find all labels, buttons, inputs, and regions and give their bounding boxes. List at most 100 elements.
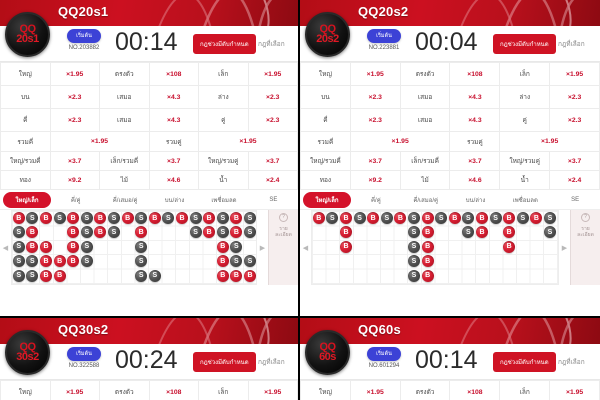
bet-label[interactable]: เล็ก/รวมคี่	[99, 151, 150, 171]
bet-mult[interactable]: ×9.2	[49, 170, 100, 190]
bet-mult[interactable]: ×1.95	[247, 62, 298, 86]
bet-mult[interactable]: ×4.3	[148, 108, 199, 132]
selected-rule-label[interactable]: กฎที่เลือก	[558, 359, 585, 366]
bet-mult[interactable]: ×2.3	[247, 85, 298, 109]
bet-label[interactable]: ตรงตัว	[399, 62, 451, 86]
bet-mult[interactable]: ×1.95	[349, 131, 451, 152]
tab-se[interactable]: SE	[269, 196, 278, 203]
bet-label[interactable]: คี่	[0, 108, 51, 132]
bet-label[interactable]: ใหญ่/รวมคี่	[300, 151, 351, 171]
bet-label[interactable]: ทอง	[300, 170, 351, 190]
bead-road-grid[interactable]: BSBBBSBSBSSSSSBBBBBSBSSBBSBBBSBSSBS	[311, 210, 559, 285]
tab-up-down[interactable]: บน/ล่าง	[164, 197, 185, 204]
bet-mult[interactable]: ×3.7	[549, 151, 600, 171]
bet-mult[interactable]: ×4.3	[148, 85, 199, 109]
bet-mult[interactable]: ×1.95	[49, 380, 100, 400]
bet-label[interactable]: เสมอ	[99, 85, 150, 109]
bet-mult[interactable]: ×2.4	[549, 170, 600, 190]
bet-label[interactable]: ใหญ่	[0, 62, 51, 86]
bet-mult[interactable]: ×1.95	[198, 131, 298, 152]
bet-mult[interactable]: ×3.7	[148, 151, 199, 171]
bet-label[interactable]: ใหญ่	[300, 380, 351, 400]
bet-label[interactable]: เล็ก	[499, 380, 551, 400]
bet-label[interactable]: ตรงตัว	[399, 380, 451, 400]
bet-mult[interactable]: ×2.3	[349, 108, 401, 132]
bet-label[interactable]: ตรงตัว	[99, 380, 150, 400]
bet-mult[interactable]: ×2.3	[49, 85, 100, 109]
bet-label[interactable]: ไม้	[399, 170, 451, 190]
bet-mult[interactable]: ×2.4	[247, 170, 298, 190]
bet-label[interactable]: เล็ก	[499, 62, 551, 86]
bet-label[interactable]: รวมคี่	[0, 131, 51, 152]
bet-mult[interactable]: ×3.7	[49, 151, 100, 171]
bet-mult[interactable]: ×1.95	[247, 380, 298, 400]
bet-label[interactable]: คู่	[198, 108, 249, 132]
bet-mult[interactable]: ×2.3	[349, 85, 401, 109]
bet-label[interactable]: เสมอ	[399, 85, 451, 109]
bet-label[interactable]: รวมคู่	[148, 131, 199, 152]
bet-label[interactable]: ใหญ่	[300, 62, 351, 86]
tab-up-down[interactable]: บน/ล่าง	[465, 197, 486, 204]
bet-mult[interactable]: ×3.7	[247, 151, 298, 171]
scroll-left-icon[interactable]: ◀	[0, 210, 11, 285]
special-rule-button[interactable]: กฎช่วงมีดับกำหนด	[493, 34, 556, 54]
bet-label[interactable]: ทอง	[0, 170, 51, 190]
tab-odd-tie-even[interactable]: คี่/เสมอ/คู่	[413, 197, 439, 204]
bet-mult[interactable]: ×1.95	[549, 62, 600, 86]
bet-mult[interactable]: ×3.7	[449, 151, 501, 171]
bet-label[interactable]: ล่าง	[198, 85, 249, 109]
selected-rule-label[interactable]: กฎที่เลือก	[258, 41, 285, 48]
bet-label[interactable]: เสมอ	[399, 108, 451, 132]
bet-mult[interactable]: ×4.6	[148, 170, 199, 190]
bet-label[interactable]: น้ำ	[198, 170, 249, 190]
detail-side-panel[interactable]: ? ราย ละเอียด	[268, 210, 298, 285]
bet-label[interactable]: เล็ก	[198, 62, 249, 86]
bet-label[interactable]: ใหญ่	[0, 380, 51, 400]
tab-odd-even[interactable]: คี่/คู่	[70, 197, 81, 204]
scroll-left-icon[interactable]: ◀	[300, 210, 311, 285]
bet-label[interactable]: เล็ก/รวมคี่	[399, 151, 451, 171]
bet-mult[interactable]: ×108	[148, 380, 199, 400]
selected-rule-label[interactable]: กฎที่เลือก	[258, 359, 285, 366]
bet-mult[interactable]: ×1.95	[549, 380, 600, 400]
tab-combo[interactable]: เพชื่อมลด	[512, 197, 538, 204]
bet-label[interactable]: รวมคู่	[449, 131, 501, 152]
bet-label[interactable]: ตรงตัว	[99, 62, 150, 86]
bet-mult[interactable]: ×1.95	[499, 131, 600, 152]
bet-mult[interactable]: ×3.7	[349, 151, 401, 171]
bet-label[interactable]: ล่าง	[499, 85, 551, 109]
bet-label[interactable]: ใหญ่/รวมคู่	[499, 151, 551, 171]
bet-mult[interactable]: ×9.2	[349, 170, 401, 190]
bet-mult[interactable]: ×108	[449, 62, 501, 86]
tab-se[interactable]: SE	[571, 196, 580, 203]
bet-label[interactable]: ไม้	[99, 170, 150, 190]
special-rule-button[interactable]: กฎช่วงมีดับกำหนด	[193, 352, 256, 372]
tab-combo[interactable]: เพชื่อมลด	[211, 197, 237, 204]
bet-mult[interactable]: ×1.95	[49, 62, 100, 86]
bet-mult[interactable]: ×1.95	[49, 131, 150, 152]
bet-mult[interactable]: ×2.3	[49, 108, 100, 132]
tab-odd-even[interactable]: คี่/คู่	[371, 197, 381, 204]
bet-mult[interactable]: ×2.3	[549, 108, 600, 132]
bet-mult[interactable]: ×4.3	[449, 108, 501, 132]
bet-label[interactable]: ใหญ่/รวมคู่	[198, 151, 249, 171]
tab-odd-tie-even[interactable]: คี่/เสมอ/คู่	[112, 197, 138, 204]
bet-label[interactable]: คี่	[300, 108, 351, 132]
bet-label[interactable]: คู่	[499, 108, 551, 132]
bet-mult[interactable]: ×4.6	[449, 170, 501, 190]
special-rule-button[interactable]: กฎช่วงมีดับกำหนด	[493, 352, 556, 372]
bet-mult[interactable]: ×1.95	[349, 380, 401, 400]
detail-side-panel[interactable]: ? ราย ละเอียด	[570, 210, 600, 285]
bet-label[interactable]: เสมอ	[99, 108, 150, 132]
bet-mult[interactable]: ×2.3	[247, 108, 298, 132]
bet-mult[interactable]: ×108	[449, 380, 501, 400]
tab-big-small[interactable]: ใหญ่/เล็ก	[303, 191, 351, 208]
bet-mult[interactable]: ×108	[148, 62, 199, 86]
selected-rule-label[interactable]: กฎที่เลือก	[558, 41, 585, 48]
scroll-right-icon[interactable]: ▶	[559, 210, 570, 285]
special-rule-button[interactable]: กฎช่วงมีดับกำหนด	[193, 34, 256, 54]
bet-mult[interactable]: ×1.95	[349, 62, 401, 86]
bet-label[interactable]: น้ำ	[499, 170, 551, 190]
tab-big-small[interactable]: ใหญ่/เล็ก	[3, 191, 51, 208]
